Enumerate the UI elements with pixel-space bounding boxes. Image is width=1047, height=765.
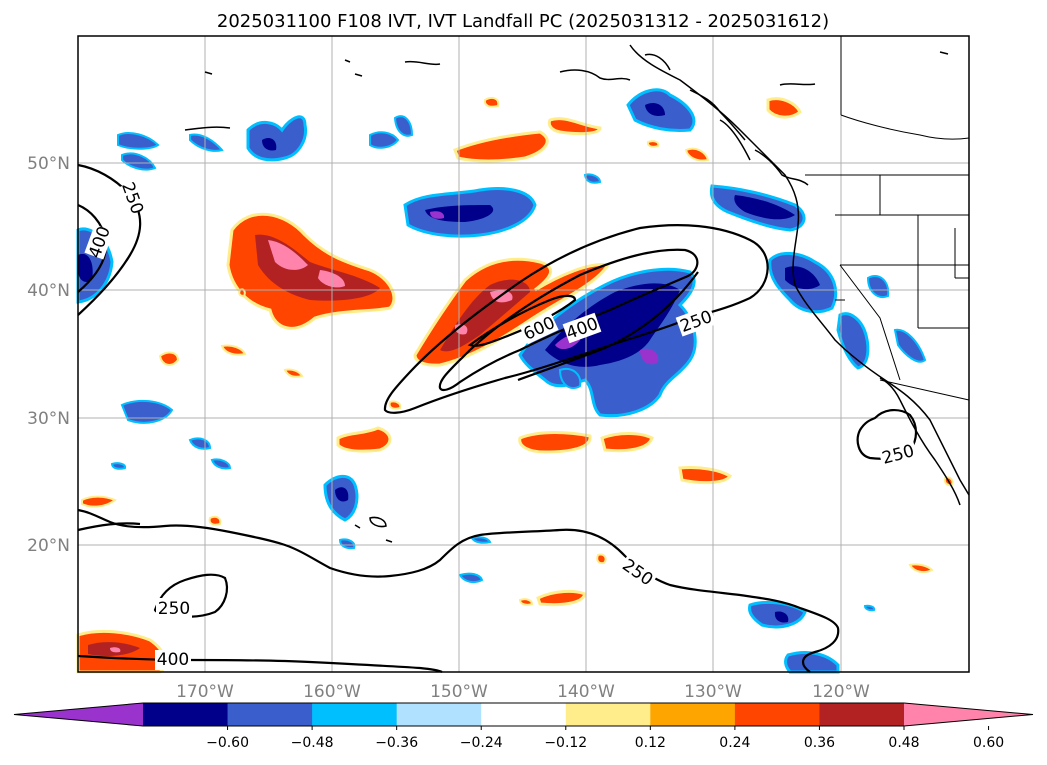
colorbar-tick-label: −0.12 bbox=[544, 735, 587, 751]
colorbar-segment bbox=[227, 703, 313, 726]
coastlines bbox=[184, 44, 970, 543]
positive-region-west-peak bbox=[268, 240, 308, 270]
lon-label-140w: 140°W bbox=[557, 682, 615, 702]
map-gridlines bbox=[78, 36, 969, 672]
colorbar-segment bbox=[819, 703, 905, 726]
negative-region-main-core bbox=[545, 283, 680, 367]
colorbar-tick-label: −0.36 bbox=[375, 735, 418, 751]
colorbar-extend-high bbox=[904, 703, 1033, 726]
lat-label-30n: 30°N bbox=[27, 409, 70, 429]
negative-anomaly-regions bbox=[76, 88, 927, 674]
colorbar-segment bbox=[312, 703, 398, 726]
colorbar-tick-label: 0.12 bbox=[635, 735, 666, 751]
lat-label-50n: 50°N bbox=[27, 154, 70, 174]
figure-title: 2025031100 F108 IVT, IVT Landfall PC (20… bbox=[217, 11, 829, 32]
colorbar-tick-label: 0.24 bbox=[719, 735, 750, 751]
lon-label-150w: 150°W bbox=[430, 682, 488, 702]
colorbar-tick-label: 0.48 bbox=[888, 735, 919, 751]
colorbar-outline bbox=[13, 702, 1034, 727]
lat-label-40n: 40°N bbox=[27, 281, 70, 301]
colorbar-segment bbox=[650, 703, 736, 726]
political-borders bbox=[805, 36, 970, 401]
colorbar-tick-label: −0.60 bbox=[206, 735, 249, 751]
lon-label-120w: 120°W bbox=[812, 682, 870, 702]
colorbar-tick-label: 0.60 bbox=[973, 735, 1004, 751]
longitude-labels: 170°W 160°W 150°W 140°W 130°W 120°W bbox=[176, 682, 870, 702]
lon-label-160w: 160°W bbox=[303, 682, 361, 702]
latitude-labels: 50°N 40°N 30°N 20°N bbox=[27, 154, 70, 556]
colorbar-tick-label: −0.24 bbox=[460, 735, 503, 751]
colorbar-tick-label: −0.48 bbox=[291, 735, 334, 751]
contour-label: 250 bbox=[158, 599, 190, 619]
lon-label-130w: 130°W bbox=[684, 682, 742, 702]
colorbar-segment bbox=[143, 703, 229, 726]
colorbar-extend-low bbox=[14, 703, 143, 726]
contour-label: 400 bbox=[157, 650, 189, 670]
ivt-contours bbox=[77, 163, 918, 674]
colorbar-segment bbox=[565, 703, 651, 726]
lon-label-170w: 170°W bbox=[176, 682, 234, 702]
lat-label-20n: 20°N bbox=[27, 536, 70, 556]
colorbar: −0.60 −0.48 −0.36 −0.24 −0.12 0.12 0.24 0.36 0.4… bbox=[13, 702, 1034, 751]
colorbar-tick-label: 0.36 bbox=[804, 735, 835, 751]
colorbar-segment bbox=[396, 703, 482, 726]
colorbar-segment bbox=[734, 703, 820, 726]
map-frame bbox=[77, 35, 970, 673]
colorbar-segment bbox=[481, 703, 567, 726]
